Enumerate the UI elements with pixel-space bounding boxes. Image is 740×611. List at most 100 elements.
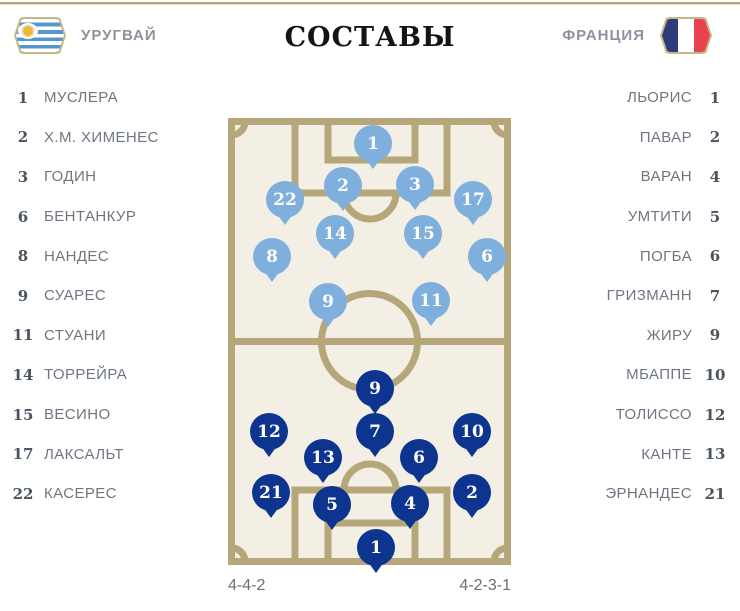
header-team-uruguay: УРУГВАЙ bbox=[14, 17, 157, 54]
roster-row-uruguay-14[interactable]: 14 ТОРРЕЙРА bbox=[10, 355, 159, 395]
player-name: ТОЛИССО bbox=[615, 406, 692, 424]
player-marker-uruguay-8[interactable]: 8 bbox=[253, 238, 291, 282]
roster-row-france-2[interactable]: ПАВАР 2 bbox=[605, 118, 728, 158]
roster-row-france-9[interactable]: ЖИРУ 9 bbox=[605, 316, 728, 356]
player-marker-uruguay-14[interactable]: 14 bbox=[316, 215, 354, 259]
roster-row-france-13[interactable]: КАНТЕ 13 bbox=[605, 434, 728, 474]
player-name: КАНТЕ bbox=[641, 445, 692, 463]
player-number: 13 bbox=[704, 445, 726, 464]
player-marker-france-7[interactable]: 7 bbox=[356, 413, 394, 457]
player-number: 15 bbox=[12, 405, 34, 424]
player-name: ГОДИН bbox=[44, 168, 97, 186]
player-name: ТОРРЕЙРА bbox=[44, 366, 128, 384]
player-name: ЖИРУ bbox=[646, 326, 692, 344]
france-flag-stripes bbox=[662, 19, 710, 52]
player-marker-uruguay-9[interactable]: 9 bbox=[309, 283, 347, 327]
roster-row-france-6[interactable]: ПОГБА 6 bbox=[605, 236, 728, 276]
player-marker-france-9[interactable]: 9 bbox=[356, 370, 394, 414]
player-marker-france-6[interactable]: 6 bbox=[400, 439, 438, 483]
player-marker-uruguay-17[interactable]: 17 bbox=[454, 181, 492, 225]
player-marker-france-5[interactable]: 5 bbox=[313, 486, 351, 530]
player-name: ВЕСИНО bbox=[44, 406, 111, 424]
player-marker-uruguay-2[interactable]: 2 bbox=[324, 167, 362, 211]
player-name: МУСЛЕРА bbox=[44, 89, 119, 107]
roster-row-uruguay-9[interactable]: 9 СУАРЕС bbox=[10, 276, 159, 316]
player-name: КАСЕРЕС bbox=[44, 485, 117, 503]
player-number: 10 bbox=[704, 365, 726, 384]
roster-row-france-1[interactable]: ЛЬОРИС 1 bbox=[605, 78, 728, 118]
player-number: 8 bbox=[17, 247, 29, 266]
player-name: НАНДЕС bbox=[44, 247, 110, 265]
player-number: 1 bbox=[17, 88, 29, 107]
uruguay-pitch-markers: 1 22 2 3 17 8 14 15 6 9 11 bbox=[228, 118, 511, 565]
player-number: 14 bbox=[12, 365, 34, 384]
player-marker-france-12[interactable]: 12 bbox=[250, 413, 288, 457]
player-name: Х.М. ХИМЕНЕС bbox=[44, 128, 159, 146]
header-team-france: ФРАНЦИЯ bbox=[562, 17, 712, 54]
uruguay-roster: 1 МУСЛЕРА 2 Х.М. ХИМЕНЕС 3 ГОДИН 6 БЕНТАНКУР 8 НА… bbox=[10, 78, 159, 514]
top-divider bbox=[0, 2, 740, 5]
roster-row-uruguay-6[interactable]: 6 БЕНТАНКУР bbox=[10, 197, 159, 237]
player-marker-uruguay-22[interactable]: 22 bbox=[266, 181, 304, 225]
roster-row-uruguay-2[interactable]: 2 Х.М. ХИМЕНЕС bbox=[10, 118, 159, 158]
player-name: СТУАНИ bbox=[44, 326, 107, 344]
roster-row-france-7[interactable]: ГРИЗМАНН 7 bbox=[605, 276, 728, 316]
player-marker-uruguay-11[interactable]: 11 bbox=[412, 282, 450, 326]
roster-row-uruguay-11[interactable]: 11 СТУАНИ bbox=[10, 316, 159, 356]
roster-row-france-21[interactable]: ЭРНАНДЕС 21 bbox=[605, 474, 728, 514]
player-number: 2 bbox=[709, 128, 721, 147]
france-roster: ЛЬОРИС 1 ПАВАР 2 ВАРАН 4 УМТИТИ 5 ПОГБА 6 ГРИЗМАНН… bbox=[605, 78, 728, 514]
roster-row-uruguay-22[interactable]: 22 КАСЕРЕС bbox=[10, 474, 159, 514]
roster-row-france-12[interactable]: ТОЛИССО 12 bbox=[605, 395, 728, 435]
formation-label-uruguay: 4-4-2 bbox=[228, 577, 266, 594]
player-number: 6 bbox=[17, 207, 29, 226]
player-name: ЛАКСАЛЬТ bbox=[44, 445, 124, 463]
player-name: ЭРНАНДЕС bbox=[605, 485, 692, 503]
roster-row-uruguay-17[interactable]: 17 ЛАКСАЛЬТ bbox=[10, 434, 159, 474]
player-marker-france-13[interactable]: 13 bbox=[304, 439, 342, 483]
uruguay-sun-icon bbox=[23, 26, 33, 36]
uruguay-flag-stripes bbox=[16, 19, 64, 52]
team-name-france: ФРАНЦИЯ bbox=[562, 27, 645, 44]
roster-row-france-4[interactable]: ВАРАН 4 bbox=[605, 157, 728, 197]
player-number: 2 bbox=[17, 128, 29, 147]
player-name: УМТИТИ bbox=[627, 208, 692, 226]
player-number: 9 bbox=[709, 326, 721, 345]
player-marker-france-2[interactable]: 2 bbox=[453, 474, 491, 518]
roster-row-uruguay-1[interactable]: 1 МУСЛЕРА bbox=[10, 78, 159, 118]
roster-row-uruguay-8[interactable]: 8 НАНДЕС bbox=[10, 236, 159, 276]
formation-label-france: 4-2-3-1 bbox=[459, 577, 511, 594]
player-marker-uruguay-15[interactable]: 15 bbox=[404, 215, 442, 259]
player-name: МБАППЕ bbox=[626, 366, 692, 384]
player-number: 9 bbox=[17, 286, 29, 305]
player-name: ГРИЗМАНН bbox=[606, 287, 692, 305]
player-name: СУАРЕС bbox=[44, 287, 107, 305]
player-marker-uruguay-1[interactable]: 1 bbox=[354, 125, 392, 169]
player-marker-france-10[interactable]: 10 bbox=[453, 413, 491, 457]
player-number: 6 bbox=[709, 247, 721, 266]
player-number: 7 bbox=[709, 286, 721, 305]
france-pitch-markers: 9 12 7 10 13 6 21 5 4 2 1 bbox=[228, 118, 511, 573]
player-marker-uruguay-6[interactable]: 6 bbox=[468, 238, 506, 282]
player-number: 11 bbox=[12, 326, 34, 345]
player-marker-france-1[interactable]: 1 bbox=[357, 529, 395, 573]
roster-row-uruguay-3[interactable]: 3 ГОДИН bbox=[10, 157, 159, 197]
player-marker-france-21[interactable]: 21 bbox=[252, 474, 290, 518]
uruguay-flag-icon bbox=[14, 17, 66, 54]
pitch: 1 22 2 3 17 8 14 15 6 9 11 9 12 7 10 13 6 21 5 4 2 1 bbox=[228, 118, 511, 573]
roster-row-france-5[interactable]: УМТИТИ 5 bbox=[605, 197, 728, 237]
player-name: БЕНТАНКУР bbox=[44, 208, 137, 226]
page-title: СОСТАВЫ bbox=[284, 22, 456, 53]
player-number: 1 bbox=[709, 88, 721, 107]
player-number: 21 bbox=[704, 484, 726, 503]
team-name-uruguay: УРУГВАЙ bbox=[81, 27, 157, 44]
player-number: 4 bbox=[709, 167, 721, 186]
player-marker-uruguay-3[interactable]: 3 bbox=[396, 166, 434, 210]
player-number: 17 bbox=[12, 445, 34, 464]
player-number: 22 bbox=[12, 484, 34, 503]
player-number: 5 bbox=[709, 207, 721, 226]
roster-row-france-10[interactable]: МБАППЕ 10 bbox=[605, 355, 728, 395]
player-name: ПОГБА bbox=[639, 247, 692, 265]
roster-row-uruguay-15[interactable]: 15 ВЕСИНО bbox=[10, 395, 159, 435]
player-marker-france-4[interactable]: 4 bbox=[391, 485, 429, 529]
